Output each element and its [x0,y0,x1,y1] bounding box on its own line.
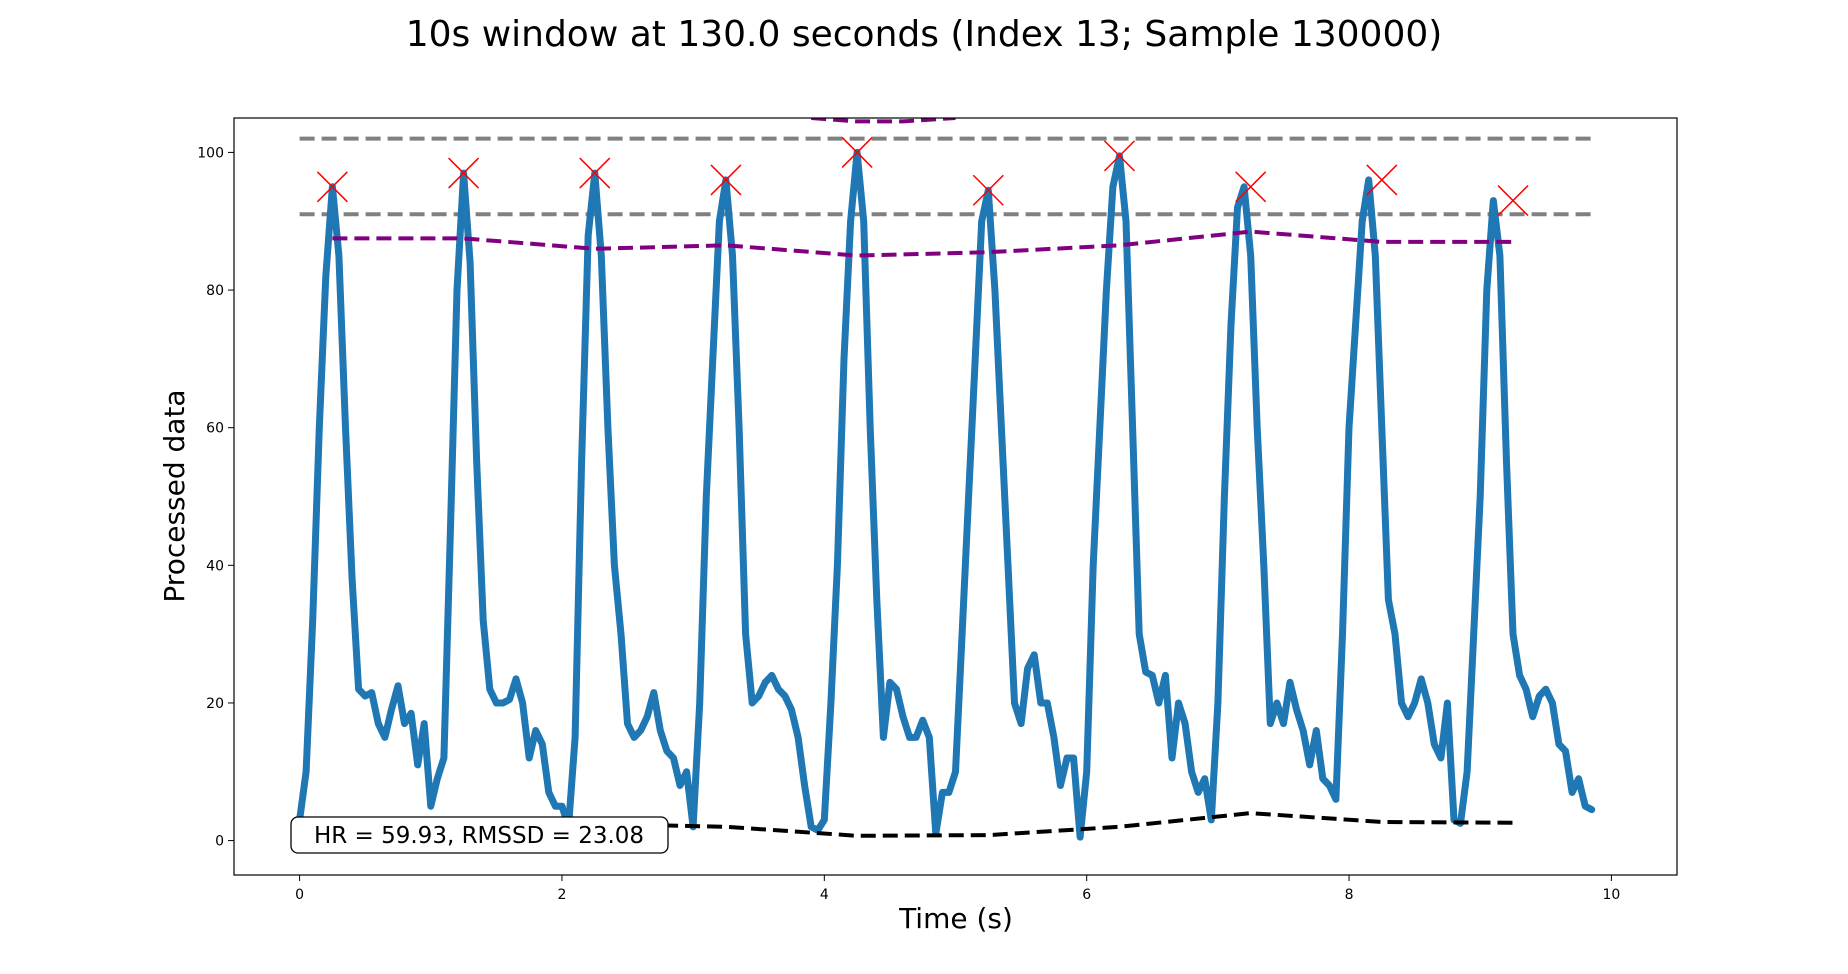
stats-annotation-box [290,816,669,854]
x-tick-label: 8 [1345,887,1354,903]
stats-annotation: HR = 59.93, RMSSD = 23.08 [290,816,669,854]
x-axis-label: Time (s) [898,902,1013,935]
y-tick-label: 20 [206,696,224,712]
y-axis-label: Processed data [158,389,191,602]
upper-envelope-top-line [811,118,956,124]
peak-marker [316,171,348,203]
y-tick-label: 40 [206,558,224,574]
peak-marker [579,157,611,189]
x-axis: 0 2 4 6 8 10 [295,875,1620,903]
y-tick-label: 80 [206,283,224,299]
x-tick-label: 6 [1082,887,1091,903]
plot-area [296,118,1596,841]
y-axis: 0 20 40 60 80 100 [197,145,234,850]
peak-marker [1497,185,1529,217]
x-tick-label: 2 [557,887,566,903]
peak-marker [710,164,742,196]
y-tick-label: 60 [206,421,224,437]
peak-marker [1366,164,1398,196]
x-tick-label: 10 [1602,887,1620,903]
chart-title: 10s window at 130.0 seconds (Index 13; S… [405,14,1443,55]
peak-marker [1103,140,1136,172]
stats-annotation-text: HR = 59.93, RMSSD = 23.08 [314,823,644,849]
signal-line [296,148,1596,841]
y-tick-label: 100 [197,145,224,161]
peak-marker [448,157,480,189]
plot-frame [233,117,1678,876]
x-tick-label: 4 [820,887,829,903]
peak-marker [1235,171,1267,203]
lower-envelope-line [575,811,1514,838]
x-tick-label: 0 [295,887,304,903]
y-tick-label: 0 [215,834,224,850]
peak-marker [972,174,1004,206]
peak-marker [841,136,873,168]
upper-envelope-line [332,229,1513,258]
